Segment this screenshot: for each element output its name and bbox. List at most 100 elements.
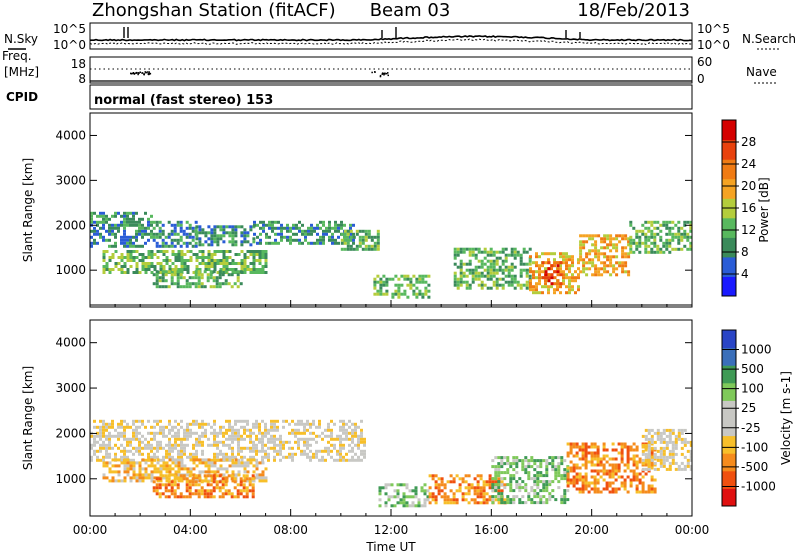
heatmap-cell xyxy=(135,238,138,242)
heatmap-cell xyxy=(165,250,169,253)
heatmap-cell xyxy=(624,264,628,268)
heatmap-cell xyxy=(390,483,394,487)
heatmap-cell xyxy=(274,238,277,242)
heatmap-cell xyxy=(164,489,168,493)
heatmap-cell xyxy=(120,223,123,227)
heatmap-cell xyxy=(418,289,422,293)
heatmap-cell xyxy=(117,431,120,435)
heatmap-cell xyxy=(345,431,348,435)
heatmap-cell xyxy=(476,501,480,505)
heatmap-cell xyxy=(186,467,190,471)
heatmap-cell xyxy=(171,262,175,265)
heatmap-cell xyxy=(571,276,574,280)
freq-dot xyxy=(144,71,146,73)
heatmap-cell xyxy=(581,445,585,449)
heatmap-cell xyxy=(506,498,510,502)
heatmap-cell xyxy=(579,249,583,253)
heatmap-cell xyxy=(267,431,270,435)
heatmap-cell xyxy=(135,268,139,271)
heatmap-cell xyxy=(99,425,102,429)
heatmap-cell xyxy=(105,449,108,453)
heatmap-cell xyxy=(170,238,174,242)
heatmap-cell xyxy=(318,419,321,423)
heatmap-cell xyxy=(228,443,231,447)
heatmap-cell xyxy=(594,270,598,274)
heatmap-cell xyxy=(213,470,217,474)
heatmap-cell xyxy=(538,255,541,259)
heatmap-cell xyxy=(653,455,657,459)
heatmap-cell xyxy=(161,238,165,242)
heatmap-cell xyxy=(346,247,350,251)
heatmap-cell xyxy=(243,437,246,441)
heatmap-cell xyxy=(261,443,264,447)
heatmap-cell xyxy=(174,461,178,465)
heatmap-cell xyxy=(391,292,395,296)
heatmap-cell xyxy=(96,229,99,233)
heatmap-cell xyxy=(668,244,672,248)
heatmap-cell xyxy=(557,465,561,469)
heatmap-cell xyxy=(264,467,268,471)
heatmap-cell xyxy=(225,231,229,235)
heatmap-cell xyxy=(440,495,444,499)
heatmap-cell xyxy=(512,468,516,472)
heatmap-cell xyxy=(135,431,138,435)
heatmap-cell xyxy=(501,259,505,263)
freq-dot xyxy=(387,74,389,77)
heatmap-cell xyxy=(533,492,537,496)
heatmap-cell xyxy=(577,273,580,277)
heatmap-cell xyxy=(182,474,186,478)
heatmap-cell xyxy=(488,480,492,484)
heatmap-cell xyxy=(421,295,425,299)
heatmap-cell xyxy=(611,442,615,446)
heatmap-cell xyxy=(638,250,642,254)
heatmap-cell xyxy=(200,282,204,286)
heatmap-cell xyxy=(322,229,325,233)
heatmap-cell xyxy=(195,268,199,271)
heatmap-cell xyxy=(195,419,198,423)
heatmap-cell xyxy=(624,246,628,250)
heatmap-cell xyxy=(683,229,687,233)
heatmap-cell xyxy=(689,229,692,233)
colorbar-tick-label: 100 xyxy=(741,382,764,396)
heatmap-cell xyxy=(126,461,130,465)
heatmap-cell xyxy=(267,428,270,432)
heatmap-cell xyxy=(653,448,657,452)
heatmap-cell xyxy=(665,238,669,242)
heatmap-cell xyxy=(230,477,234,481)
heatmap-cell xyxy=(519,283,523,287)
heatmap-cell xyxy=(491,498,495,502)
heatmap-cell xyxy=(497,465,501,469)
heatmap-cell xyxy=(577,276,580,280)
heatmap-cell xyxy=(237,464,241,468)
heatmap-cell xyxy=(348,425,351,429)
heatmap-cell xyxy=(221,486,225,490)
heatmap-cell xyxy=(596,448,600,452)
heatmap-cell xyxy=(173,273,177,277)
nsearch-tick-bottom: 10^0 xyxy=(697,38,730,52)
freq-dot xyxy=(137,72,140,74)
heatmap-cell xyxy=(246,458,250,462)
heatmap-cell xyxy=(212,495,216,499)
heatmap-cell xyxy=(239,483,243,487)
heatmap-cell xyxy=(239,480,243,484)
heatmap-cell xyxy=(521,495,525,499)
heatmap-cell xyxy=(621,267,625,271)
heatmap-cell xyxy=(550,285,553,289)
heatmap-cell xyxy=(331,232,334,236)
heatmap-cell xyxy=(144,262,148,265)
heatmap-cell xyxy=(117,425,120,429)
heatmap-cell xyxy=(560,498,564,502)
heatmap-cell xyxy=(521,480,525,484)
heatmap-cell xyxy=(525,280,529,284)
colorbar-swatch xyxy=(722,365,736,384)
heatmap-cell xyxy=(176,282,180,286)
heatmap-cell xyxy=(572,466,576,470)
heatmap-cell xyxy=(170,276,174,280)
heatmap-cell xyxy=(539,501,543,505)
heatmap-cell xyxy=(485,492,489,496)
heatmap-cell xyxy=(656,428,660,432)
heatmap-cell xyxy=(522,283,526,287)
heatmap-cell xyxy=(542,459,546,463)
heatmap-cell xyxy=(548,495,552,499)
heatmap-cell xyxy=(117,211,120,215)
